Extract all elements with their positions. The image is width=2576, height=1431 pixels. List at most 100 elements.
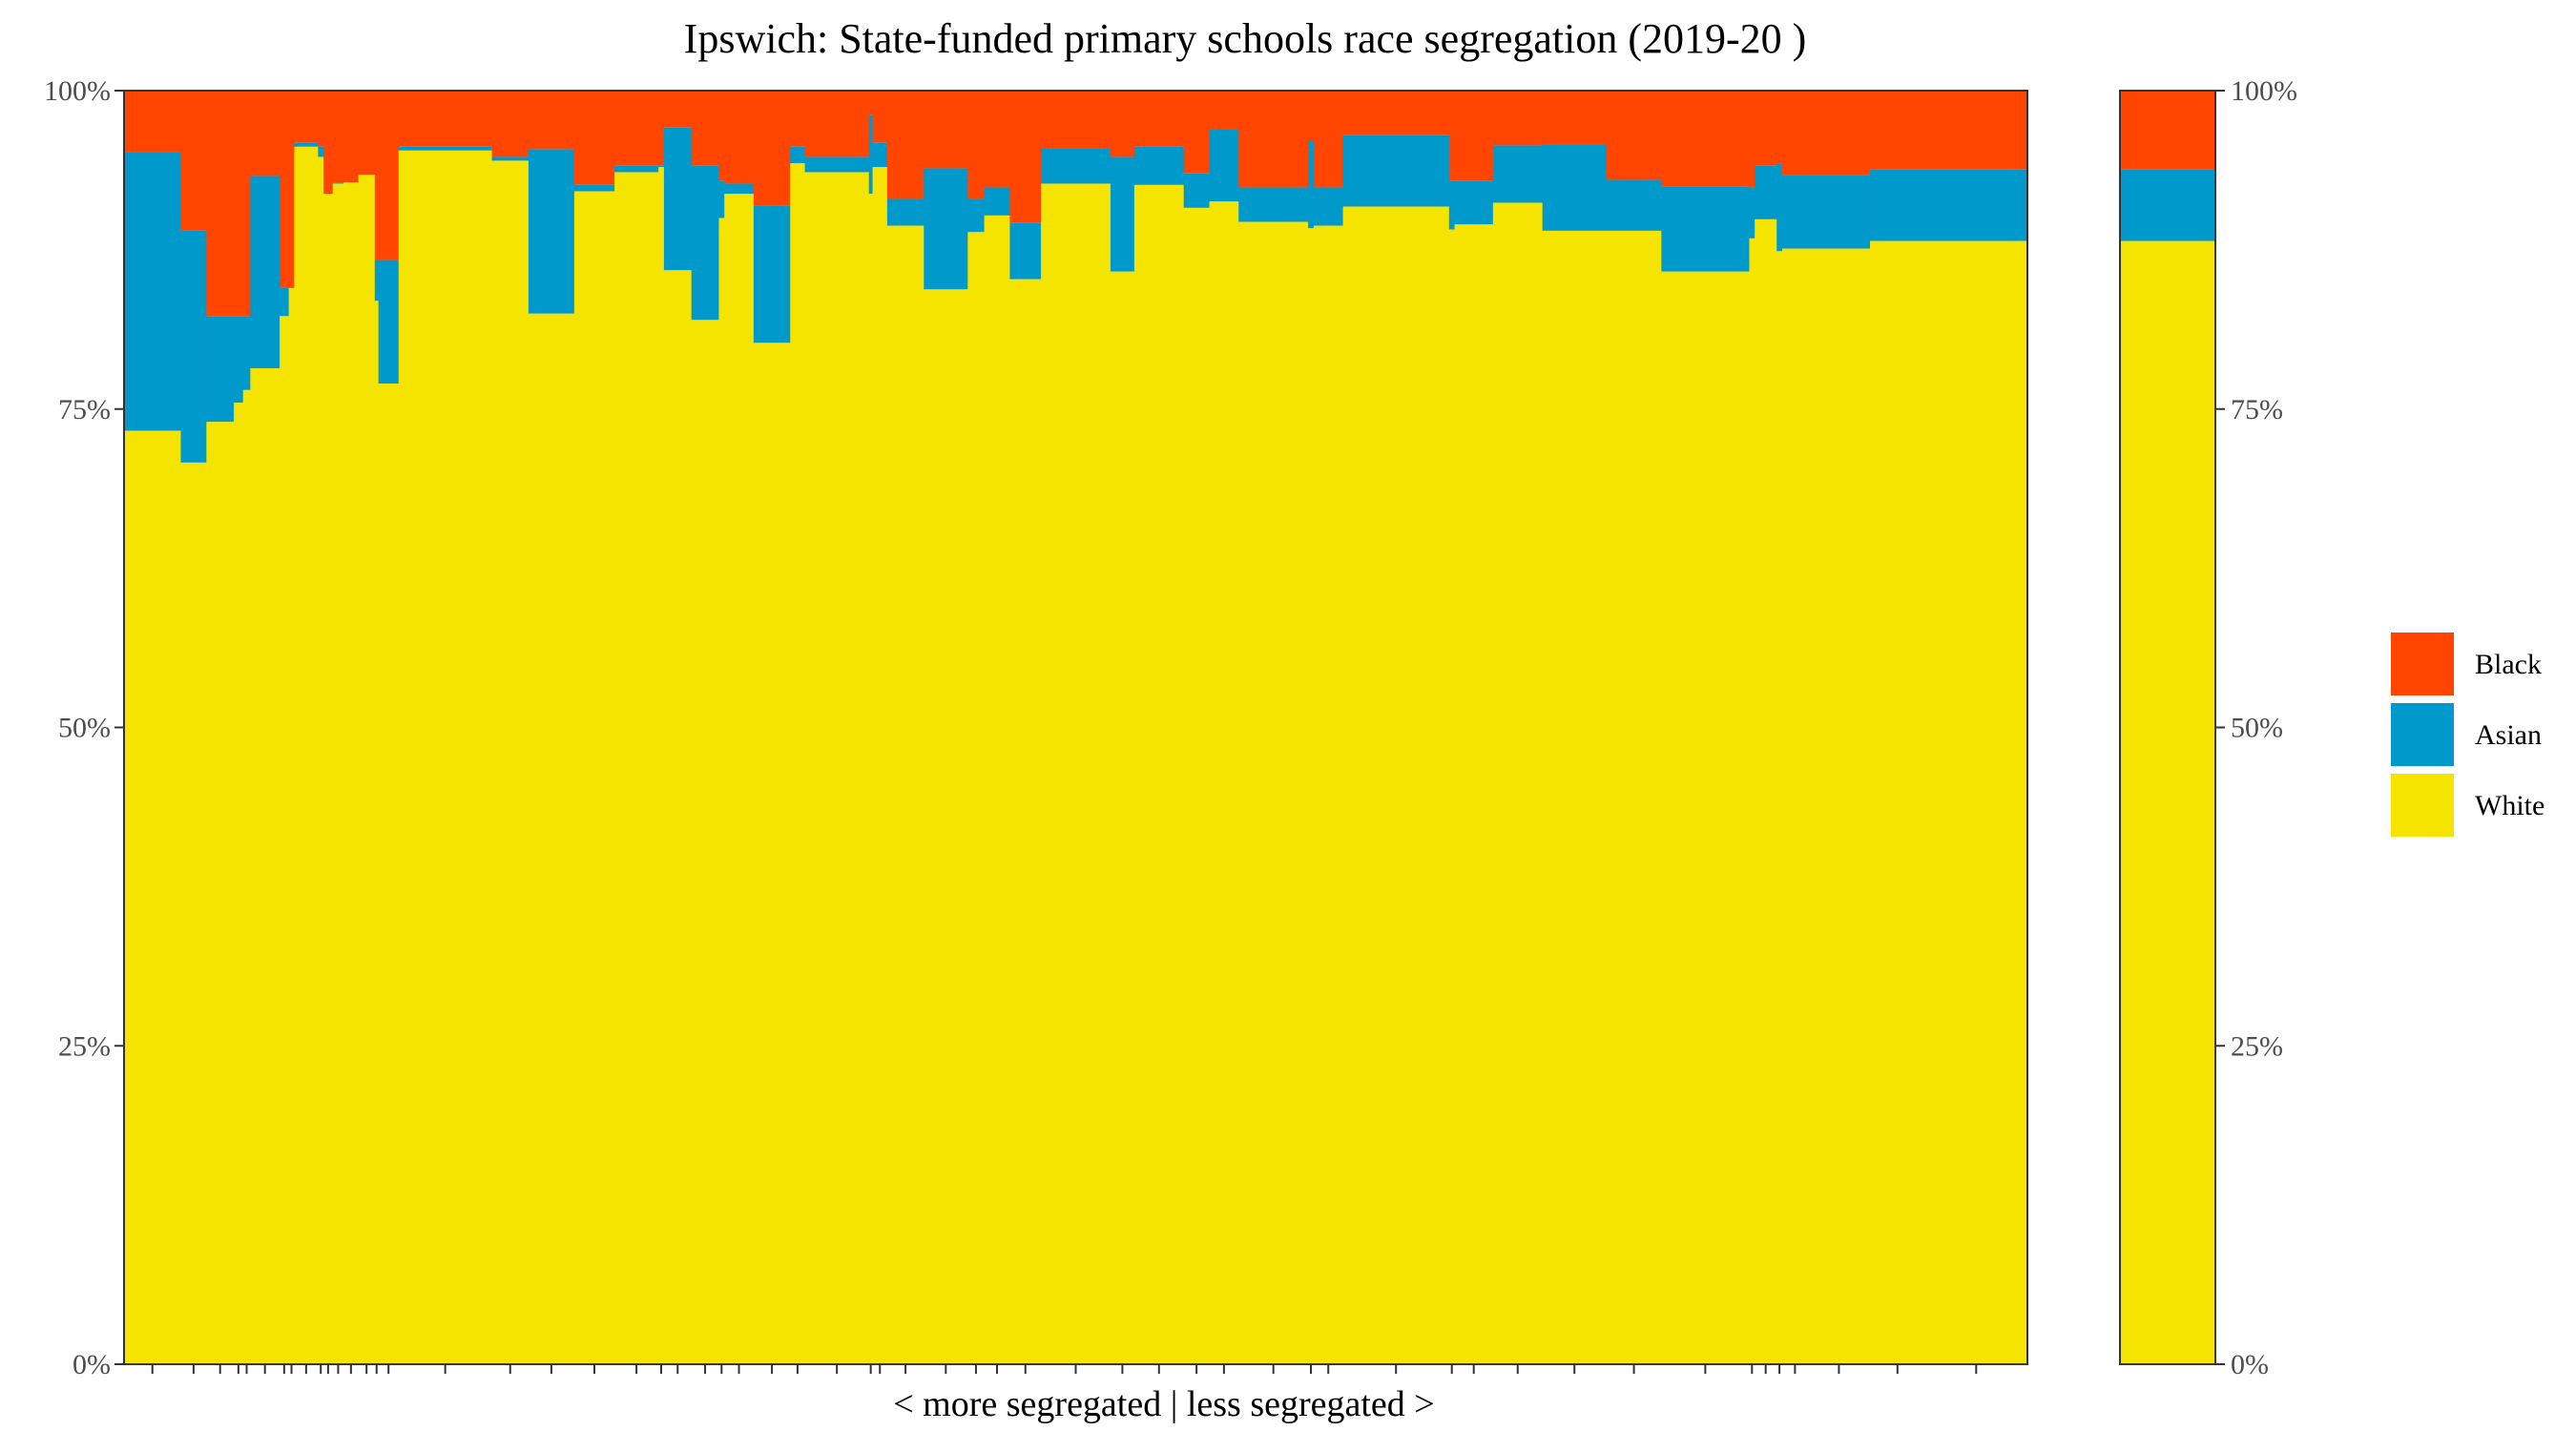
bar-segment-asian-36	[1041, 148, 1111, 184]
bar-segment-black-26	[753, 91, 791, 206]
bar-segment-black-43	[1313, 91, 1344, 188]
legend-swatch-asian	[2391, 703, 2454, 766]
bar-segment-asian-0	[124, 152, 182, 431]
bar-segment-white-26	[753, 342, 791, 1365]
bar-segment-black-29	[868, 91, 874, 115]
bar-segment-white-15	[378, 384, 400, 1364]
bar-segment-asian-33	[967, 198, 986, 233]
bar-segment-white-22	[663, 270, 693, 1364]
bar-segment-asian-8	[294, 142, 319, 147]
school-bar	[790, 91, 806, 1365]
bar-segment-asian-1	[180, 230, 207, 463]
school-bar	[1606, 91, 1662, 1365]
bar-segment-asian-32	[924, 168, 968, 290]
bar-segment-black-12	[343, 91, 360, 183]
bar-segment-asian-29	[868, 114, 874, 195]
bar-segment-asian-22	[663, 127, 693, 271]
bar-segment-black-34	[984, 91, 1011, 188]
school-bar	[1661, 91, 1751, 1364]
bar-segment-black-55	[1807, 91, 1871, 176]
bar-segment-white-34	[984, 215, 1011, 1365]
school-bar	[1492, 91, 1544, 1365]
school-bar	[288, 91, 295, 1364]
school-bar	[1183, 91, 1211, 1364]
bar-segment-black-15	[378, 91, 400, 260]
school-bar	[318, 91, 324, 1364]
bar-segment-asian-40	[1209, 129, 1239, 202]
legend-label-black: Black	[2475, 649, 2542, 680]
y-tick-label-left: 25%	[58, 1030, 111, 1062]
bar-segment-white-2	[206, 422, 235, 1365]
bar-segment-asian-25	[724, 183, 755, 195]
bar-segment-asian-total	[2120, 169, 2216, 241]
bar-segment-asian-24	[718, 180, 725, 218]
bar-segment-asian-15	[378, 259, 400, 384]
bar-segment-black-51	[1749, 91, 1755, 188]
school-bar	[1776, 91, 1783, 1365]
bar-segment-white-30	[872, 167, 888, 1365]
bar-segment-white-17	[491, 160, 530, 1364]
bar-segment-black-45	[1448, 91, 1456, 181]
y-tick-label-right: 100%	[2231, 75, 2297, 107]
bar-segment-black-44	[1342, 91, 1450, 135]
school-bar	[924, 91, 968, 1364]
school-bar	[180, 91, 207, 1364]
bar-segment-white-21	[658, 167, 665, 1365]
school-bar	[1238, 91, 1309, 1364]
bar-segment-white-37	[1110, 271, 1135, 1364]
bar-segment-black-38	[1133, 91, 1185, 147]
bar-segment-black-8	[294, 91, 319, 143]
bar-segment-asian-9	[318, 146, 324, 157]
school-bar	[378, 91, 400, 1364]
school-bar	[1313, 91, 1344, 1364]
y-axis-left: 0% 25% 50% 75% 100%	[44, 75, 124, 1380]
school-bar	[984, 91, 1011, 1365]
bar-segment-asian-48	[1542, 144, 1608, 231]
bar-segment-black-53	[1776, 91, 1783, 164]
school-bar	[663, 91, 693, 1364]
bar-segment-white-4	[242, 389, 251, 1365]
bar-segment-white-28	[804, 172, 870, 1365]
bar-segment-white-12	[343, 182, 360, 1364]
bar-segment-black-37	[1110, 91, 1135, 157]
bar-segment-black-41	[1238, 91, 1309, 188]
bar-segment-asian-21	[658, 165, 665, 168]
school-bar	[1807, 91, 1871, 1364]
bar-segment-asian-3	[234, 316, 244, 404]
school-bar	[691, 91, 720, 1364]
bar-segment-asian-43	[1313, 187, 1344, 226]
bar-segment-white-total	[2120, 240, 2216, 1364]
bar-segment-black-56	[1870, 91, 1926, 170]
bar-segment-white-0	[124, 430, 182, 1364]
y-tick-label-right: 50%	[2231, 713, 2283, 744]
y-tick-label-left: 50%	[58, 713, 111, 744]
bar-segment-asian-27	[790, 146, 806, 164]
bar-segment-white-13	[358, 175, 376, 1365]
bar-segment-asian-42	[1308, 140, 1315, 229]
school-bar	[1041, 91, 1111, 1365]
school-bar	[1749, 91, 1755, 1365]
bar-segment-black-20	[614, 91, 659, 166]
school-bar	[294, 91, 319, 1365]
bar-segment-white-46	[1454, 224, 1494, 1364]
bar-segment-white-16	[398, 150, 493, 1364]
bar-segment-white-11	[332, 183, 344, 1365]
bar-segment-black-18	[528, 91, 575, 150]
bar-segment-black-13	[358, 91, 376, 176]
y-tick-label-left: 100%	[44, 75, 111, 107]
bar-segment-asian-23	[691, 165, 720, 321]
bar-segment-white-25	[724, 194, 755, 1364]
school-bar	[1209, 91, 1239, 1364]
bar-segment-white-24	[718, 218, 725, 1364]
bar-segment-white-10	[323, 194, 334, 1364]
school-bar	[398, 91, 493, 1364]
bar-segment-black-1	[180, 91, 207, 231]
bar-segment-black-39	[1183, 91, 1211, 174]
bar-segment-white-39	[1183, 207, 1211, 1364]
bar-segment-black-54	[1781, 91, 1809, 176]
bar-segment-white-33	[967, 232, 986, 1364]
bar-segment-white-23	[691, 320, 720, 1364]
school-bar	[967, 91, 986, 1364]
bar-segment-black-49	[1606, 91, 1662, 180]
bar-segment-asian-49	[1606, 179, 1662, 231]
